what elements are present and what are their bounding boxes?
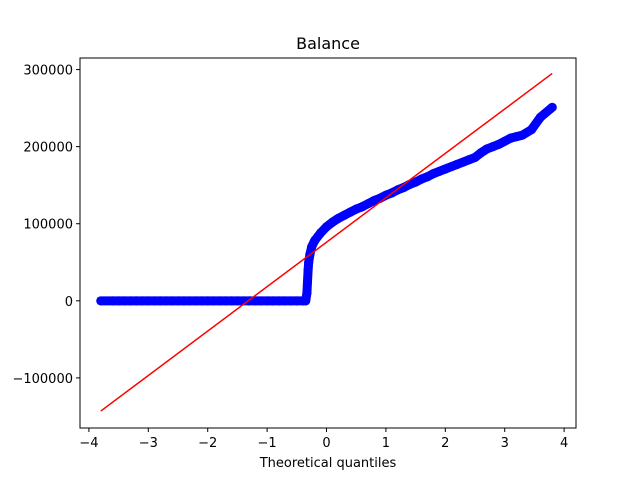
x-tick-label: 2 [441,436,449,451]
x-tick-label: −1 [258,436,277,451]
y-tick-label: 300000 [23,64,73,79]
x-tick-label: 1 [382,436,390,451]
x-tick-label: 4 [560,436,568,451]
chart-title: Balance [296,34,360,53]
x-tick-label: −3 [139,436,158,451]
x-tick-label: 3 [501,436,509,451]
y-tick-label: 0 [65,295,73,310]
sample-points [96,102,557,306]
x-axis: −4 −3 −2 −1 0 1 2 3 4 [79,428,568,451]
x-tick-label: 0 [322,436,330,451]
reference-line [100,72,553,412]
x-tick-label: −4 [79,436,98,451]
y-tick-label: −100000 [12,372,73,387]
x-axis-label: Theoretical quantiles [259,456,397,471]
y-tick-label: 200000 [23,141,73,156]
y-tick-label: 100000 [23,218,73,233]
y-axis: −100000 0 100000 200000 300000 [12,64,80,387]
reference-line-segment [100,72,553,412]
plot-area [96,72,557,412]
axes-frame [79,57,577,429]
point-cluster [535,102,557,122]
x-tick-label: −2 [198,436,217,451]
